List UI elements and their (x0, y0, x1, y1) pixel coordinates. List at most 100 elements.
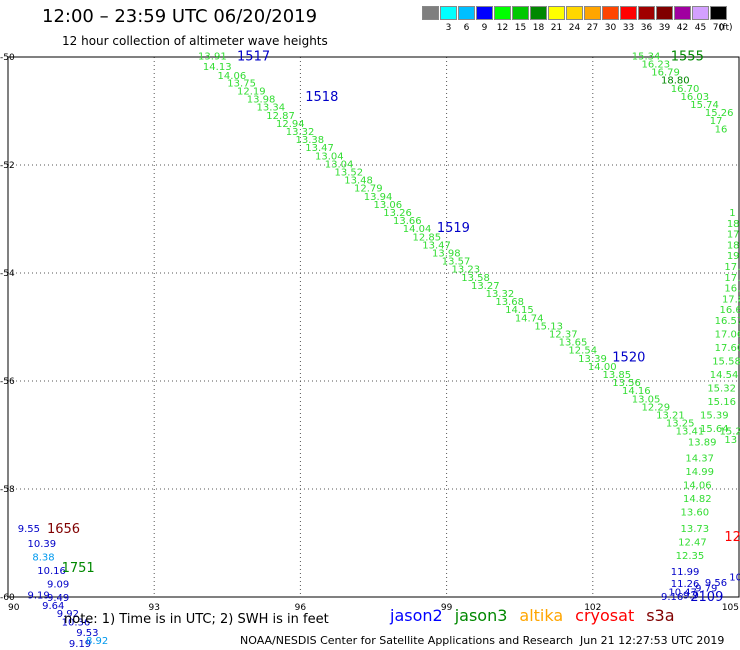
swh-value-label: 12.87 (266, 111, 295, 122)
swh-value-label: 16.03 (681, 92, 710, 103)
x-tick-label: 105 (722, 603, 739, 613)
swh-value-label: 14.06 (218, 71, 247, 82)
swh-value-label: 14.06 (683, 481, 712, 492)
swh-value-label: 16.23 (642, 59, 671, 70)
swh-value-label: 14.04 (403, 224, 432, 235)
color-scale-swatch (422, 6, 439, 20)
swh-value-label: 13.56 (612, 378, 641, 389)
swh-value-label: 13.47 (422, 240, 451, 251)
swh-value-label: 13.32 (286, 127, 315, 138)
swh-value-label: 13.06 (374, 200, 403, 211)
color-scale-unit: (ft) (719, 23, 733, 33)
color-scale-swatch (638, 6, 655, 20)
swh-value-label: 17.4 (724, 273, 740, 284)
generation-timestamp: Jun 21 12:27:53 UTC 2019 (580, 634, 725, 647)
swh-value-label: 12.19 (237, 86, 266, 97)
color-scale-label: 18 (532, 23, 545, 33)
swh-value-label: 13.65 (559, 338, 588, 349)
swh-value-label: 12.37 (549, 329, 578, 340)
swh-value-label: 17.06 (715, 329, 740, 340)
pass-time-label: 1656 (47, 522, 80, 537)
swh-value-label: 16 (715, 124, 728, 135)
credit-line: NOAA/NESDIS Center for Satellite Applica… (240, 634, 574, 647)
pass-time-label: 1555 (671, 49, 704, 64)
satellite-legend: jason2 jason3 altika cryosat s3a (390, 606, 687, 625)
swh-value-label: 13.57 (442, 257, 471, 268)
color-scale-swatch (530, 6, 547, 20)
swh-value-label: 9.56 (705, 578, 727, 589)
swh-value-label: 15.29 (720, 427, 740, 438)
y-tick-label: -58 (0, 485, 15, 495)
color-scale-swatch (458, 6, 475, 20)
satellite-legend-entry: jason3 (454, 606, 508, 625)
color-scale-label: 15 (514, 23, 527, 33)
swh-value-label: 15.26 (705, 108, 734, 119)
color-scale-label: 39 (658, 23, 671, 33)
swh-value-label: 13.32 (486, 289, 515, 300)
swh-value-label: 13.04 (315, 151, 344, 162)
swh-value-label: 19 (727, 251, 740, 262)
swh-value-label: 14.82 (683, 494, 712, 505)
swh-value-label: 17 (727, 230, 740, 241)
swh-value-label: 9.16 (661, 592, 683, 603)
swh-value-label: 13.98 (247, 95, 276, 106)
swh-value-label: 17.60 (715, 343, 740, 354)
color-scale-swatch (512, 6, 529, 20)
color-scale-swatch (602, 6, 619, 20)
swh-value-label: 10.36 (62, 617, 91, 628)
swh-value-label: 11.26 (671, 579, 700, 590)
swh-value-label: 13.68 (495, 297, 524, 308)
swh-value-label: 16.79 (651, 68, 680, 79)
swh-value-label: 14.54 (710, 370, 739, 381)
swh-value-label: 12.54 (568, 346, 597, 357)
swh-value-label: 13.85 (603, 370, 632, 381)
swh-value-label: 13.98 (432, 248, 461, 259)
swh-value-label: 15.32 (707, 383, 736, 394)
y-tick-label: -54 (0, 269, 15, 279)
swh-value-label: 12.79 (354, 184, 383, 195)
swh-value-label: 14.00 (588, 362, 617, 373)
pass-time-label: 1518 (305, 90, 338, 105)
swh-value-label: 13 (724, 435, 737, 446)
swh-value-label: 12.35 (676, 551, 705, 562)
swh-value-label: 10.16 (37, 566, 66, 577)
swh-value-label: 9.19 (27, 590, 49, 601)
swh-value-label: 14.16 (622, 386, 651, 397)
swh-value-label: 13.39 (578, 354, 607, 365)
swh-value-label: 13.58 (461, 273, 490, 284)
color-scale-label: 27 (586, 23, 599, 33)
satellite-legend-entry: s3a (646, 606, 675, 625)
chart-title: 12:00 – 23:59 UTC 06/20/2019 (42, 6, 318, 27)
swh-value-label: 14.15 (505, 305, 534, 316)
swh-value-label: 15.58 (712, 356, 740, 367)
swh-value-label: 14.74 (515, 313, 544, 324)
pass-time-label: 12 (724, 530, 740, 545)
swh-value-label: 13.21 (656, 410, 685, 421)
plot-frame (7, 56, 740, 598)
swh-value-label: 13.04 (325, 159, 354, 170)
swh-value-label: 13.26 (383, 208, 412, 219)
color-scale-swatch (656, 6, 673, 20)
swh-value-label: 13.23 (451, 265, 480, 276)
color-scale-label: 6 (463, 23, 470, 33)
color-scale-swatch (566, 6, 583, 20)
color-scale-swatch (548, 6, 565, 20)
swh-value-label: 13.60 (681, 508, 710, 519)
color-scale-swatch (584, 6, 601, 20)
color-scale-label: 42 (676, 23, 689, 33)
swh-value-label: 9.55 (18, 524, 40, 535)
swh-value-label: 13.27 (471, 281, 500, 292)
swh-value-label: 14.37 (685, 454, 714, 465)
x-tick-label: 93 (148, 603, 159, 613)
swh-value-label: 9.64 (42, 601, 64, 612)
swh-value-label: 8.38 (32, 553, 54, 564)
color-scale-swatch (692, 6, 709, 20)
swh-value-label: 18 (727, 240, 740, 251)
swh-value-label: 16.70 (671, 84, 700, 95)
color-scale-label: 30 (604, 23, 617, 33)
swh-value-label: 12.29 (642, 402, 671, 413)
color-scale-label: 24 (568, 23, 581, 33)
swh-value-label: 12.47 (678, 537, 707, 548)
color-scale-label: 21 (550, 23, 563, 33)
y-tick-label: -50 (0, 53, 15, 63)
